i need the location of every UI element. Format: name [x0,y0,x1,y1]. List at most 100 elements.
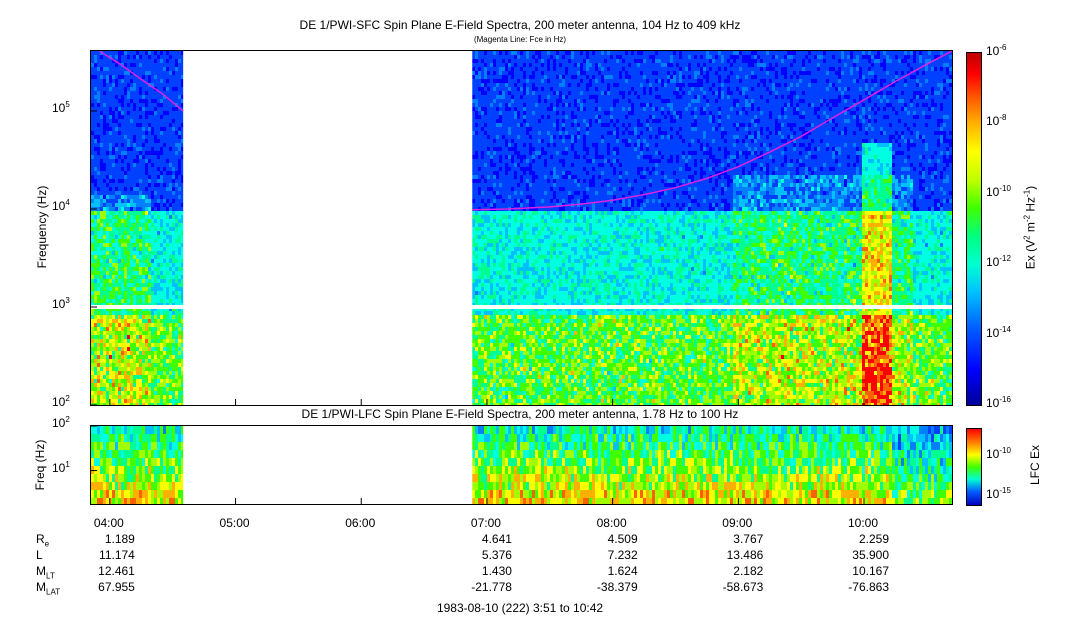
sfc-spectrogram-cell [97,391,100,395]
sfc-spectrogram-cell [175,375,178,379]
sfc-spectrogram-cell [127,107,130,111]
sfc-spectrogram-cell [109,351,112,355]
sfc-spectrogram-cell [154,103,157,107]
sfc-spectrogram-cell [166,207,169,211]
sfc-spectrogram-cell [130,163,133,167]
sfc-spectrogram-cell [151,239,154,243]
sfc-spectrogram-cell [112,299,115,303]
sfc-spectrogram-cell [103,215,106,219]
sfc-spectrogram-cell [172,195,175,199]
sfc-spectrogram-cell [172,179,175,183]
sfc-spectrogram-cell [145,131,148,135]
sfc-spectrogram-cell [97,335,100,339]
sfc-spectrogram-cell [145,163,148,167]
sfc-spectrogram-cell [130,143,133,147]
sfc-spectrogram-cell [175,119,178,123]
sfc-spectrogram-cell [160,391,163,395]
sfc-spectrogram-cell [172,59,175,63]
sfc-spectrogram-cell [91,199,94,203]
sfc-spectrogram-cell [142,279,145,283]
sfc-spectrogram-cell [133,239,136,243]
sfc-spectrogram-cell [148,115,151,119]
sfc-spectrogram-cell [151,323,154,327]
sfc-spectrogram-cell [91,83,94,87]
sfc-spectrogram-cell [160,399,163,403]
sfc-spectrogram-cell [115,355,118,359]
sfc-spectrogram-cell [91,215,94,219]
sfc-spectrogram-cell [151,91,154,95]
sfc-spectrogram-cell [178,63,181,67]
sfc-spectrogram-cell [172,187,175,191]
sfc-spectrogram-cell [145,103,148,107]
sfc-spectrogram-cell [148,215,151,219]
sfc-spectrogram-cell [175,243,178,247]
sfc-spectrogram-cell [148,191,151,195]
sfc-spectrogram-cell [145,319,148,323]
sfc-spectrogram-cell [118,223,121,227]
sfc-spectrogram-cell [178,259,181,263]
sfc-spectrogram-cell [157,211,160,215]
sfc-spectrogram-cell [94,155,97,159]
sfc-spectrogram-cell [136,139,139,143]
sfc-spectrogram-cell [97,103,100,107]
sfc-spectrogram-cell [145,391,148,395]
sfc-spectrogram-cell [169,179,172,183]
sfc-spectrogram-cell [133,63,136,67]
sfc-spectrogram-cell [94,195,97,199]
sfc-spectrogram-cell [142,123,145,127]
sfc-spectrogram-cell [172,107,175,111]
sfc-spectrogram-cell [136,243,139,247]
sfc-spectrogram-cell [175,63,178,67]
sfc-spectrogram-cell [133,95,136,99]
sfc-spectrogram-cell [97,67,100,71]
sfc-spectrogram-cell [100,251,103,255]
sfc-spectrogram-cell [130,63,133,67]
sfc-spectrogram-cell [100,291,103,295]
sfc-spectrogram-cell [97,331,100,335]
sfc-spectrogram-cell [163,131,166,135]
sfc-spectrogram-cell [127,151,130,155]
sfc-spectrogram-cell [178,323,181,327]
sfc-spectrogram-cell [100,359,103,363]
sfc-spectrogram-cell [142,127,145,131]
sfc-spectrogram-cell [136,95,139,99]
sfc-spectrogram-cell [148,171,151,175]
sfc-spectrogram-cell [175,279,178,283]
sfc-spectrogram-cell [136,279,139,283]
sfc-spectrogram-cell [148,183,151,187]
sfc-spectrogram-cell [118,351,121,355]
sfc-spectrogram-cell [121,359,124,363]
sfc-spectrogram-cell [145,395,148,399]
sfc-spectrogram-cell [139,231,142,235]
sfc-spectrogram-cell [97,351,100,355]
sfc-spectrogram-cell [133,203,136,207]
sfc-spectrogram-cell [169,255,172,259]
sfc-spectrogram-cell [142,175,145,179]
sfc-spectrogram-cell [130,339,133,343]
sfc-spectrogram-cell [91,355,94,359]
sfc-spectrogram-cell [94,395,97,399]
sfc-spectrogram-cell [91,155,94,159]
sfc-spectrogram-cell [181,267,184,271]
sfc-spectrogram-cell [130,355,133,359]
sfc-spectrogram-cell [124,287,127,291]
sfc-spectrogram-cell [130,239,133,243]
sfc-spectrogram-cell [157,75,160,79]
sfc-spectrogram-cell [181,167,184,171]
sfc-spectrogram-cell [106,79,109,83]
sfc-spectrogram-cell [181,107,184,111]
sfc-spectrogram-cell [100,379,103,383]
sfc-spectrogram-cell [91,55,94,59]
sfc-spectrogram-cell [106,227,109,231]
sfc-spectrogram-cell [169,251,172,255]
sfc-spectrogram-cell [124,171,127,175]
sfc-spectrogram-cell [109,83,112,87]
sfc-spectrogram-cell [181,187,184,191]
sfc-spectrogram-cell [94,191,97,195]
sfc-spectrogram-cell [163,147,166,151]
sfc-spectrogram-cell [109,167,112,171]
sfc-spectrogram-cell [106,215,109,219]
sfc-spectrogram-cell [151,263,154,267]
sfc-spectrogram-cell [100,267,103,271]
sfc-spectrogram-cell [157,363,160,367]
